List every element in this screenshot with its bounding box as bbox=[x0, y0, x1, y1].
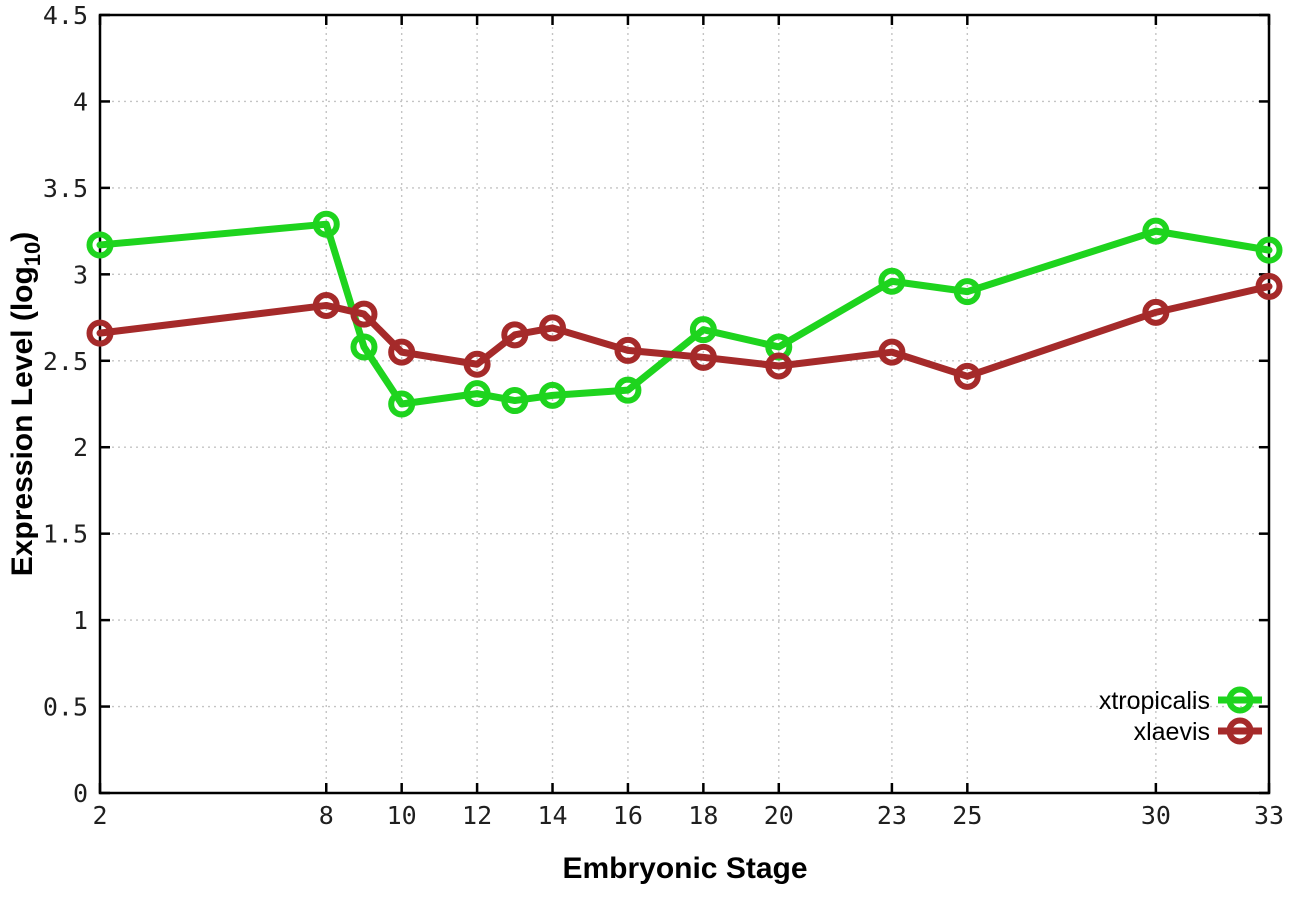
data-point-xtropicalis bbox=[878, 267, 906, 295]
x-axis-tick-label: 33 bbox=[1254, 801, 1284, 830]
data-point-xlaevis bbox=[501, 321, 529, 349]
legend: xtropicalis xlaevis bbox=[1099, 686, 1262, 746]
data-point-xlaevis bbox=[878, 338, 906, 366]
data-point-xlaevis bbox=[614, 336, 642, 364]
data-point-xlaevis bbox=[765, 352, 793, 380]
data-point-xlaevis bbox=[388, 338, 416, 366]
data-point-xtropicalis bbox=[614, 376, 642, 404]
axis-layer: 2 8 10 12 14 16 18 20 23 25 30 33 0 0.5 1 1.5 2 2.5 3 3.5 4 4… bbox=[43, 1, 1284, 830]
data-point-xlaevis bbox=[463, 350, 491, 378]
data-point-xtropicalis bbox=[1255, 236, 1283, 264]
grid-layer bbox=[100, 15, 1269, 793]
plot-border bbox=[98, 13, 1271, 795]
data-point-xtropicalis bbox=[350, 333, 378, 361]
x-axis-tick-label: 12 bbox=[462, 801, 492, 830]
x-axis-tick-label: 16 bbox=[613, 801, 643, 830]
data-point-xlaevis bbox=[539, 314, 567, 342]
data-point-xlaevis bbox=[689, 343, 717, 371]
y-axis-tick-label: 3.5 bbox=[43, 174, 88, 203]
data-point-xlaevis bbox=[1142, 298, 1170, 326]
legend-label-xlaevis: xlaevis bbox=[1134, 718, 1210, 746]
x-axis-tick-label: 8 bbox=[319, 801, 334, 830]
legend-marker-xtropicalis bbox=[1226, 686, 1254, 714]
data-point-xtropicalis bbox=[312, 210, 340, 238]
data-point-xtropicalis bbox=[86, 231, 114, 259]
y-axis-title: Expression Level (log10) bbox=[6, 232, 45, 577]
data-point-xlaevis bbox=[1255, 272, 1283, 300]
data-point-xtropicalis bbox=[501, 387, 529, 415]
y-axis-tick-label: 0.5 bbox=[43, 693, 88, 722]
y-axis-tick-label: 2.5 bbox=[43, 347, 88, 376]
x-axis-title: Embryonic Stage bbox=[562, 852, 807, 885]
data-point-xlaevis bbox=[312, 291, 340, 319]
x-axis-tick-label: 25 bbox=[952, 801, 982, 830]
series-line-xlaevis bbox=[96, 282, 1273, 380]
legend-label-xtropicalis: xtropicalis bbox=[1099, 687, 1210, 715]
data-point-xtropicalis bbox=[1142, 217, 1170, 245]
data-point-xtropicalis bbox=[463, 380, 491, 408]
x-axis-tick-label: 10 bbox=[387, 801, 417, 830]
data-point-xlaevis bbox=[350, 300, 378, 328]
data-point-xlaevis bbox=[953, 362, 981, 390]
legend-marker-xlaevis bbox=[1226, 717, 1254, 745]
y-axis-tick-label: 3 bbox=[73, 260, 88, 289]
x-axis-tick-label: 30 bbox=[1141, 801, 1171, 830]
data-point-xlaevis bbox=[86, 319, 114, 347]
label-layer: Embryonic Stage Expression Level (log10) bbox=[6, 232, 808, 885]
y-axis-tick-label: 0 bbox=[73, 779, 88, 808]
x-axis-tick-label: 23 bbox=[877, 801, 907, 830]
data-point-xtropicalis bbox=[689, 316, 717, 344]
y-axis-tick-label: 2 bbox=[73, 433, 88, 462]
y-axis-tick-label: 1.5 bbox=[43, 520, 88, 549]
data-point-xtropicalis bbox=[388, 390, 416, 418]
y-axis-tick-label: 4.5 bbox=[43, 1, 88, 30]
y-axis-tick-label: 4 bbox=[73, 87, 88, 116]
series-layer bbox=[86, 210, 1283, 418]
x-axis-tick-label: 2 bbox=[92, 801, 107, 830]
x-axis-tick-label: 20 bbox=[764, 801, 794, 830]
x-axis-tick-label: 18 bbox=[688, 801, 718, 830]
x-axis-tick-label: 14 bbox=[537, 801, 567, 830]
data-point-xtropicalis bbox=[953, 278, 981, 306]
y-axis-tick-label: 1 bbox=[73, 606, 88, 635]
data-point-xtropicalis bbox=[539, 381, 567, 409]
